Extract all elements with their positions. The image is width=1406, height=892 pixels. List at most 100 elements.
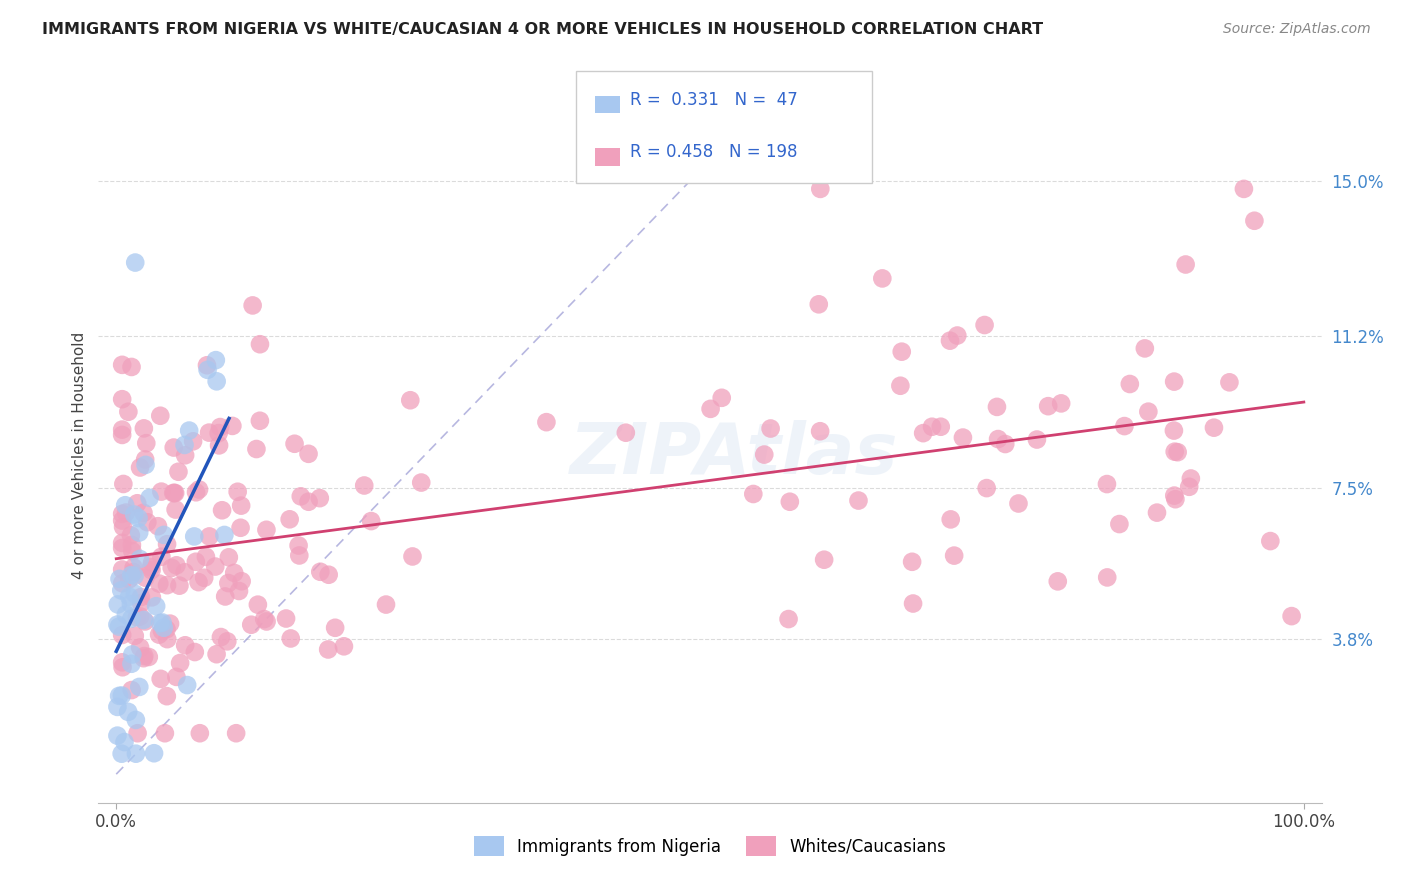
Point — [141, 591, 163, 605]
Point — [195, 359, 218, 373]
Point — [114, 735, 136, 749]
Point — [163, 441, 186, 455]
Point — [174, 638, 197, 652]
Point — [165, 670, 187, 684]
Point — [952, 431, 974, 445]
Point — [134, 615, 156, 629]
Point — [399, 393, 422, 408]
Point — [274, 611, 297, 625]
Point — [297, 447, 319, 461]
Point — [188, 483, 211, 497]
Point — [139, 560, 162, 574]
Point — [111, 507, 134, 521]
Point — [150, 549, 173, 564]
Point — [1146, 506, 1168, 520]
Point — [1167, 445, 1189, 459]
Point — [375, 598, 398, 612]
Point — [742, 487, 765, 501]
Point — [208, 438, 231, 452]
Point — [153, 726, 176, 740]
Text: IMMIGRANTS FROM NIGERIA VS WHITE/CAUCASIAN 4 OR MORE VEHICLES IN HOUSEHOLD CORRE: IMMIGRANTS FROM NIGERIA VS WHITE/CAUCASI… — [42, 22, 1043, 37]
Point — [994, 437, 1017, 451]
Point — [205, 647, 228, 661]
Point — [1114, 419, 1136, 434]
Point — [122, 560, 145, 574]
Point — [124, 569, 146, 583]
Point — [156, 632, 179, 647]
Point — [939, 512, 962, 526]
Point — [1095, 477, 1118, 491]
Point — [121, 538, 143, 552]
Point — [890, 344, 912, 359]
Point — [148, 576, 170, 591]
Point — [179, 424, 201, 438]
Point — [614, 425, 637, 440]
Point — [214, 528, 236, 542]
Point — [120, 612, 142, 626]
Point — [111, 576, 134, 591]
Point — [813, 552, 835, 566]
Point — [226, 484, 249, 499]
Point — [229, 521, 252, 535]
Point — [174, 448, 197, 462]
Point — [987, 432, 1010, 446]
Point — [132, 651, 155, 665]
Point — [128, 525, 150, 540]
Point — [204, 559, 226, 574]
Point — [132, 506, 155, 520]
Point — [1163, 375, 1185, 389]
Point — [214, 590, 236, 604]
Point — [208, 426, 231, 441]
Point — [107, 617, 129, 632]
Point — [309, 565, 332, 579]
Point — [155, 622, 177, 636]
Text: Source: ZipAtlas.com: Source: ZipAtlas.com — [1223, 22, 1371, 37]
Point — [188, 726, 211, 740]
Point — [323, 621, 346, 635]
Point — [912, 426, 935, 441]
Point — [217, 576, 239, 591]
Point — [169, 656, 191, 670]
Point — [284, 436, 307, 450]
Point — [108, 689, 131, 703]
Point — [125, 747, 148, 761]
Point — [129, 596, 152, 610]
Point — [297, 494, 319, 508]
Point — [120, 528, 142, 542]
Point — [1050, 396, 1073, 410]
Point — [121, 359, 143, 374]
Point — [240, 617, 263, 632]
Point — [156, 578, 179, 592]
Point — [134, 571, 156, 585]
Point — [127, 496, 149, 510]
Point — [183, 529, 205, 543]
Point — [1164, 492, 1187, 507]
Point — [228, 584, 250, 599]
Point — [401, 549, 423, 564]
Point — [121, 648, 143, 662]
Point — [256, 615, 278, 629]
Point — [135, 436, 157, 450]
Point — [128, 552, 150, 566]
Point — [184, 555, 207, 569]
Point — [117, 405, 139, 419]
Point — [1137, 405, 1160, 419]
Point — [169, 579, 191, 593]
Point — [114, 498, 136, 512]
Point — [184, 485, 207, 500]
Point — [976, 481, 998, 495]
Point — [308, 491, 330, 505]
Point — [132, 421, 155, 435]
Point — [754, 448, 776, 462]
Point — [209, 630, 232, 644]
Point — [173, 438, 195, 452]
Point — [1233, 182, 1256, 196]
Point — [808, 424, 831, 438]
Point — [124, 255, 146, 269]
Point — [134, 452, 156, 467]
Point — [536, 415, 558, 429]
Point — [1163, 424, 1185, 438]
Point — [249, 414, 271, 428]
Point — [218, 550, 240, 565]
Point — [360, 514, 382, 528]
